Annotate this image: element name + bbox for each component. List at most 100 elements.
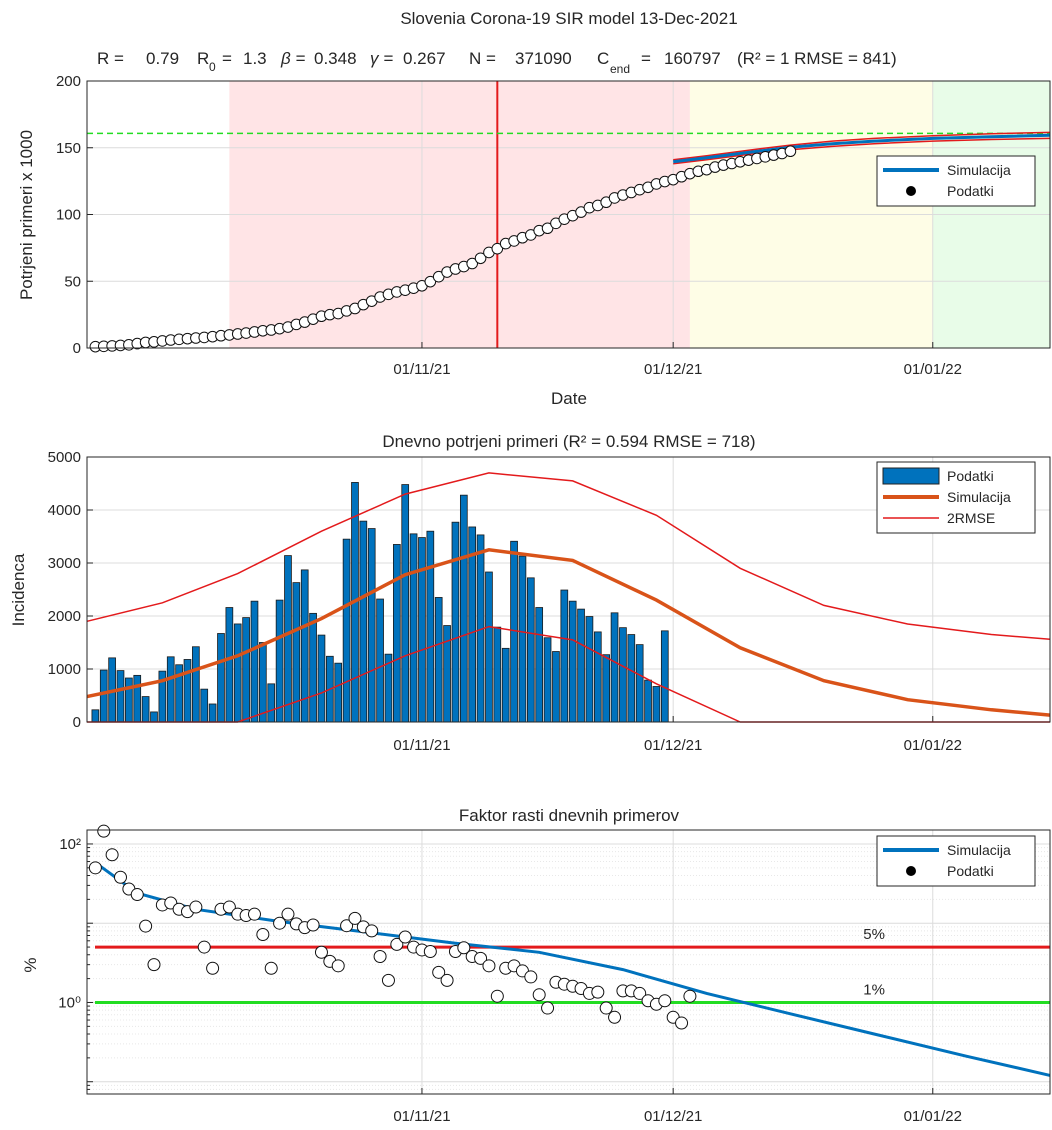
- data-point: [524, 970, 538, 984]
- data-point: [491, 242, 504, 255]
- legend-label: Simulacija: [947, 842, 1011, 858]
- y-tick-label: 3000: [48, 555, 81, 572]
- data-point: [105, 848, 119, 862]
- simulation-line: [86, 548, 1051, 717]
- data-point: [474, 252, 487, 265]
- daily-bar: [409, 533, 418, 723]
- daily-bar: [367, 528, 376, 723]
- daily-bar: [200, 688, 209, 723]
- param-R0: 1.3: [243, 49, 267, 68]
- data-point: [440, 973, 454, 987]
- y-tick-label: 5000: [48, 449, 81, 466]
- data-point: [281, 907, 295, 921]
- data-point: [532, 988, 546, 1002]
- y-tick-label: 50: [64, 273, 81, 290]
- legend-label: Podatki: [947, 863, 994, 879]
- x-tick-label: 01/11/21: [393, 361, 450, 378]
- daily-bar: [493, 626, 502, 723]
- data-point: [683, 989, 697, 1003]
- data-point: [139, 919, 153, 933]
- daily-bar: [560, 589, 569, 723]
- daily-bar: [334, 662, 343, 723]
- x-tick-label: 01/11/21: [393, 737, 450, 754]
- data-point: [432, 965, 446, 979]
- data-point: [206, 961, 220, 975]
- data-point: [222, 900, 236, 914]
- data-point: [608, 1010, 622, 1024]
- daily-bar: [250, 600, 259, 723]
- legend-box: [876, 155, 1036, 207]
- param-R0-sub: 0: [209, 60, 216, 74]
- daily-bar: [451, 521, 460, 723]
- data-point: [474, 951, 488, 965]
- data-point: [88, 861, 102, 875]
- cumulative-cases-panel: Slovenia Corona-19 SIR model 13-Dec-2021…: [17, 9, 1051, 408]
- y-tick-label: 2000: [48, 608, 81, 625]
- legend-label: 2RMSE: [947, 510, 995, 526]
- data-point: [306, 918, 320, 932]
- y-tick-label: 10²: [59, 836, 81, 853]
- daily-bar: [217, 633, 225, 723]
- data-point: [314, 945, 328, 959]
- param-R: 0.79: [146, 49, 179, 68]
- legend-swatch-marker: [906, 186, 916, 196]
- y-tick-label: 200: [56, 73, 81, 90]
- daily-bar: [526, 577, 535, 723]
- param-R-label: R =: [97, 49, 124, 68]
- legend-label: Podatki: [947, 183, 994, 199]
- param-gamma: 0.267: [403, 49, 446, 68]
- param-C-end: 160797: [664, 49, 721, 68]
- daily-bar: [485, 571, 493, 723]
- daily-bar: [434, 597, 443, 723]
- daily-bar: [233, 623, 242, 723]
- daily-bar: [183, 659, 192, 723]
- daily-bar: [342, 538, 351, 723]
- daily-bar: [116, 670, 125, 723]
- data-point: [599, 1001, 613, 1015]
- daily-bar: [317, 634, 326, 723]
- param-fit: (R² = 1 RMSE = 841): [737, 49, 897, 68]
- daily-bar: [242, 617, 250, 723]
- daily-bar: [577, 608, 585, 723]
- data-point: [97, 824, 111, 838]
- daily-bar: [133, 674, 142, 723]
- daily-bar: [359, 520, 368, 723]
- y-tick-label: 10⁰: [58, 994, 81, 1011]
- daily-bar: [602, 654, 611, 723]
- data-point: [197, 940, 211, 954]
- panel2-title: Dnevno potrjeni primeri (R² = 0.594 RMSE…: [382, 432, 755, 451]
- legend-box: [876, 835, 1036, 887]
- plot-frame: [86, 456, 1051, 723]
- daily-cases-panel: Dnevno potrjeni primeri (R² = 0.594 RMSE…: [9, 432, 1051, 754]
- daily-bar: [284, 555, 292, 723]
- data-point: [784, 145, 797, 158]
- param-gamma-label: γ =: [370, 49, 393, 68]
- daily-bar: [568, 600, 577, 723]
- daily-bar: [192, 646, 200, 723]
- daily-bar: [644, 679, 652, 723]
- daily-bar: [418, 537, 426, 723]
- data-point: [273, 916, 287, 930]
- data-point: [398, 930, 412, 944]
- param-N-label: N =: [469, 49, 496, 68]
- param-N: 371090: [515, 49, 572, 68]
- simulation-line: [673, 133, 1051, 164]
- data-point: [365, 924, 379, 938]
- reference-label: 1%: [863, 981, 885, 998]
- x-tick-label: 01/11/21: [393, 1108, 450, 1125]
- data-point: [256, 928, 270, 942]
- data-point: [113, 870, 127, 884]
- daily-bar: [501, 647, 510, 723]
- daily-bar: [141, 696, 150, 723]
- data-point: [247, 907, 261, 921]
- daily-bar: [376, 598, 384, 723]
- data-point: [675, 1016, 689, 1030]
- daily-bar: [150, 711, 158, 723]
- data-point: [591, 985, 605, 999]
- legend-swatch-bar: [882, 467, 940, 485]
- daily-bar: [426, 530, 435, 723]
- data-point: [466, 257, 479, 270]
- daily-bar: [125, 677, 133, 723]
- daily-bar: [393, 544, 401, 723]
- data-point: [490, 989, 504, 1003]
